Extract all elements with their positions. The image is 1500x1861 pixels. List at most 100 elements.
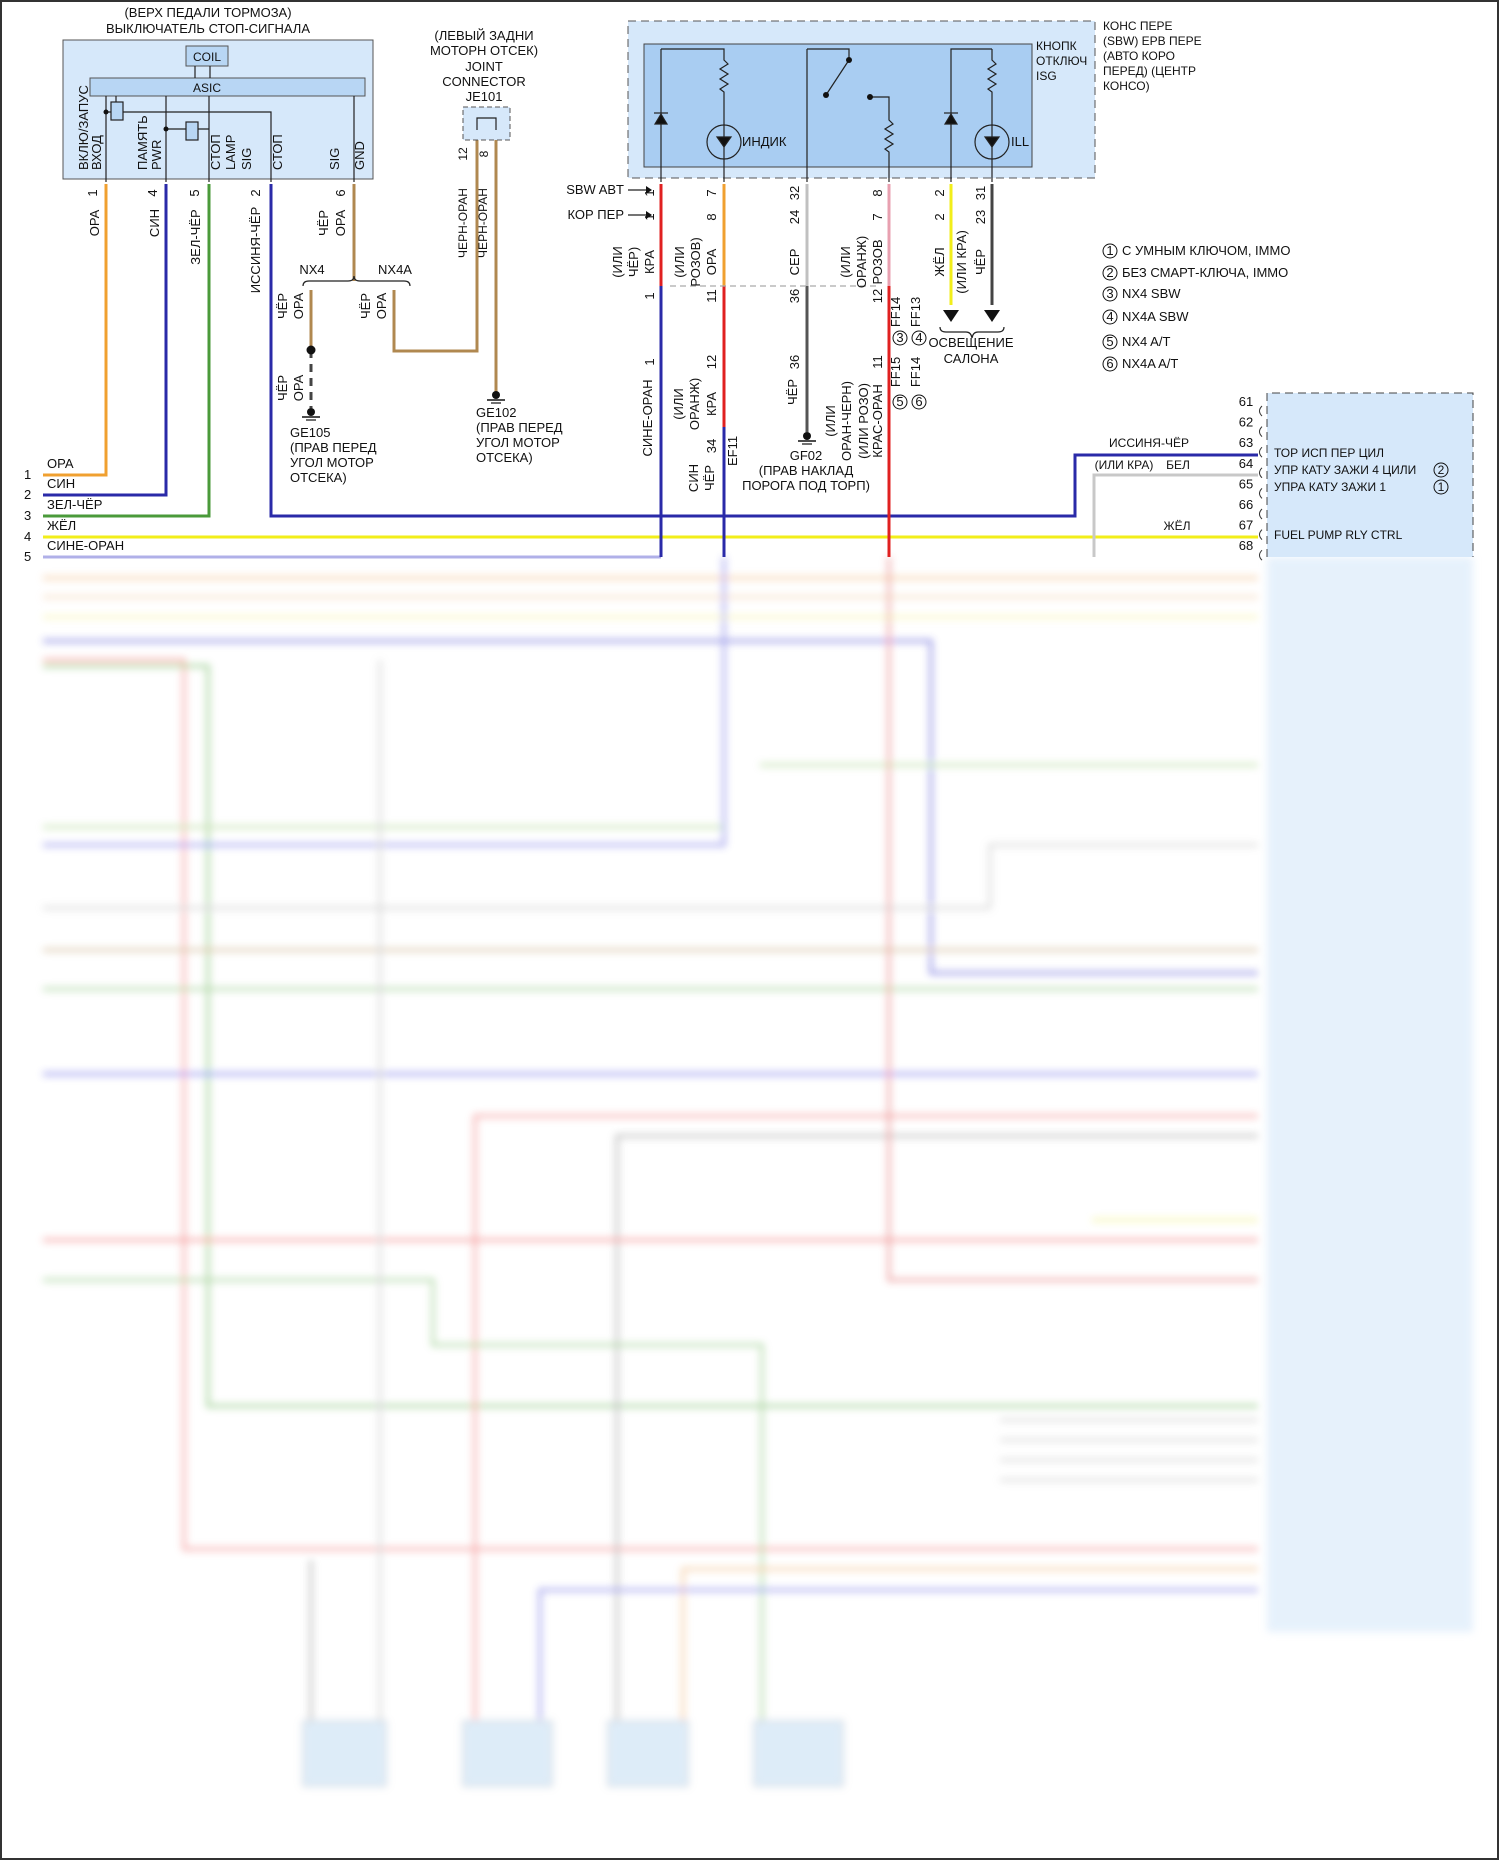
ground-ge105: GE105 xyxy=(290,425,330,440)
wire-label: (ИЛИ xyxy=(610,246,625,278)
brake-light-switch: (ВЕРХ ПЕДАЛИ ТОРМОЗА) ВЫКЛЮЧАТЕЛЬ СТОП-С… xyxy=(62,5,374,294)
wire-label: ЧЕРН-ОРАН xyxy=(476,188,490,258)
ecm-pin-number: 67 xyxy=(1239,518,1253,533)
legend-number: 6 xyxy=(1106,356,1113,371)
joint-connector-je101: (ЛЕВЫЙ ЗАДНИ МОТОРН ОТСЕК) JOINT CONNECT… xyxy=(430,28,538,258)
pin-label: SIG xyxy=(239,148,254,170)
ecm-pin-number: 61 xyxy=(1239,394,1253,409)
pin-number: 34 xyxy=(704,439,719,453)
bus-number: 2 xyxy=(24,487,31,502)
console-label: (АВТО КОРО xyxy=(1103,49,1175,63)
brake-switch-title: (ВЕРХ ПЕДАЛИ ТОРМОЗА) xyxy=(124,5,291,20)
connector-mark xyxy=(1259,467,1263,479)
isg-off-switch: ИНДИК ILL КНОПК ОТКЛЮЧ ISG КОНС ПЕРЕ (SB… xyxy=(627,19,1202,182)
legend-number: 5 xyxy=(1106,334,1113,349)
console-label: КОНС ПЕРЕ xyxy=(1103,19,1173,33)
pin-number: 8 xyxy=(477,150,491,157)
wire-label: ЧЁР xyxy=(358,293,373,319)
pin-number: 12 xyxy=(870,289,885,303)
connector-mark xyxy=(1259,529,1263,540)
bus-wire-label: ЗЕЛ-ЧЁР xyxy=(47,497,102,512)
ground-ge105: УГОЛ МОТОР xyxy=(290,455,374,470)
ecm-signal: УПР КАТУ ЗАЖИ 4 ЦИЛИ xyxy=(1274,463,1416,477)
ground-gf02: (ПРАВ НАКЛАД xyxy=(759,463,854,478)
ground-labels: GE105 (ПРАВ ПЕРЕД УГОЛ МОТОР ОТСЕКА) GE1… xyxy=(290,405,870,493)
wires xyxy=(43,140,1258,559)
pin-label: СТОП xyxy=(208,134,223,170)
nx4-label: NX4 xyxy=(299,262,324,277)
interior-lighting-label: САЛОНА xyxy=(944,351,999,366)
ecm-pin-number: 66 xyxy=(1239,497,1253,512)
pin-number: 2 xyxy=(932,213,947,220)
joint-title: МОТОРН ОТСЕК) xyxy=(430,43,538,58)
wire-label: ОРА xyxy=(291,374,306,401)
wire-label: (ИЛИ xyxy=(823,405,838,437)
pin-label: ВХОД xyxy=(89,135,104,170)
legend-number: 2 xyxy=(1106,265,1113,280)
pin-number: 8 xyxy=(704,213,719,220)
pin-number: 11 xyxy=(870,355,885,369)
variant-mark: 1 xyxy=(1438,480,1445,494)
pin-number: 23 xyxy=(973,210,988,224)
legend-item: NX4 SBW xyxy=(1122,286,1181,301)
connector-label: FF13 xyxy=(908,297,923,327)
wire-label: КРА xyxy=(704,392,719,416)
wire-label: ЗЕЛ-ЧЁР xyxy=(188,209,203,264)
ground-ge105: ОТСЕКА) xyxy=(290,470,347,485)
ground-ge102: ОТСЕКА) xyxy=(476,450,533,465)
connector-mark xyxy=(1259,549,1263,561)
pin-number: 6 xyxy=(333,189,348,196)
coil-label: COIL xyxy=(193,50,221,64)
wire-label: ЧЁР) xyxy=(626,247,641,277)
wire-label: ОРАНЖ) xyxy=(687,378,702,430)
bus-number: 4 xyxy=(24,529,31,544)
ecm-signal: ТОР ИСП ПЕР ЦИЛ xyxy=(1274,446,1384,460)
wire-label: СИН xyxy=(686,464,701,492)
bus-number: 3 xyxy=(24,508,31,523)
wire-label: РОЗОВ) xyxy=(688,237,703,286)
connector-mark xyxy=(1259,488,1263,499)
legend-circle xyxy=(1102,356,1118,372)
pin-number: 12 xyxy=(456,147,470,161)
wire-label: ОРА xyxy=(704,248,719,275)
pin-number: 8 xyxy=(870,189,885,196)
pin-number: 36 xyxy=(787,355,802,369)
pin-number: 24 xyxy=(787,210,802,224)
ill-label: ILL xyxy=(1011,134,1029,149)
isg-pin-numbers: 1 7 32 8 2 318 24 7 2 231(ИЛИ ЧЁР) КРА (ИЛИ РОЗОВ) ОРА… xyxy=(610,186,1014,492)
legend-item: БЕЗ СМАРТ-КЛЮЧА, IMMO xyxy=(1122,265,1288,280)
wire-label: СЕР xyxy=(787,249,802,276)
ecm-pin-number: 65 xyxy=(1239,476,1253,491)
wire-label: ИССИНЯ-ЧЁР xyxy=(1109,436,1189,450)
joint-title: CONNECTOR xyxy=(442,74,526,89)
ecm-pin-number: 63 xyxy=(1239,435,1253,450)
connector-label: EF11 xyxy=(725,436,740,466)
connector-label: FF14 xyxy=(888,297,903,327)
pin-number: 12 xyxy=(704,355,719,369)
pin-number: 1 xyxy=(642,189,657,196)
ground-ge105: (ПРАВ ПЕРЕД xyxy=(290,440,377,455)
wire-label: РОЗОВ xyxy=(870,240,885,285)
pin-number: 2 xyxy=(932,189,947,196)
variant-circle xyxy=(892,330,908,346)
wire-label: (ИЛИ РОЗО) xyxy=(856,383,871,459)
ground-ge102: УГОЛ МОТОР xyxy=(476,435,560,450)
pin-label: SIG xyxy=(327,148,342,170)
left-bus: 1 2 3 4 5 ОРА СИН ЗЕЛ-ЧЁР ЖЁЛ СИНЕ-ОРАН xyxy=(24,456,124,564)
pin-number: 7 xyxy=(704,189,719,196)
wire-label: КРА xyxy=(642,250,657,274)
legend-item: NX4 A/T xyxy=(1122,334,1170,349)
ground-ge102: GE102 xyxy=(476,405,516,420)
wire-label: ИССИНЯ-ЧЁР xyxy=(248,207,263,294)
pin-number: 1 xyxy=(642,213,657,220)
pin-number: 2 xyxy=(248,189,263,196)
pin-label: СТОП xyxy=(270,134,285,170)
wire-label: ОРА xyxy=(291,292,306,319)
pin-number: 4 xyxy=(145,189,160,196)
legend-circle xyxy=(1102,309,1118,325)
isg-button-label: ОТКЛЮЧ xyxy=(1036,54,1087,68)
pin-number: 1 xyxy=(85,189,100,196)
asic-label: ASIC xyxy=(193,81,221,95)
bus-number: 1 xyxy=(24,467,31,482)
legend-number: 4 xyxy=(1106,309,1113,324)
